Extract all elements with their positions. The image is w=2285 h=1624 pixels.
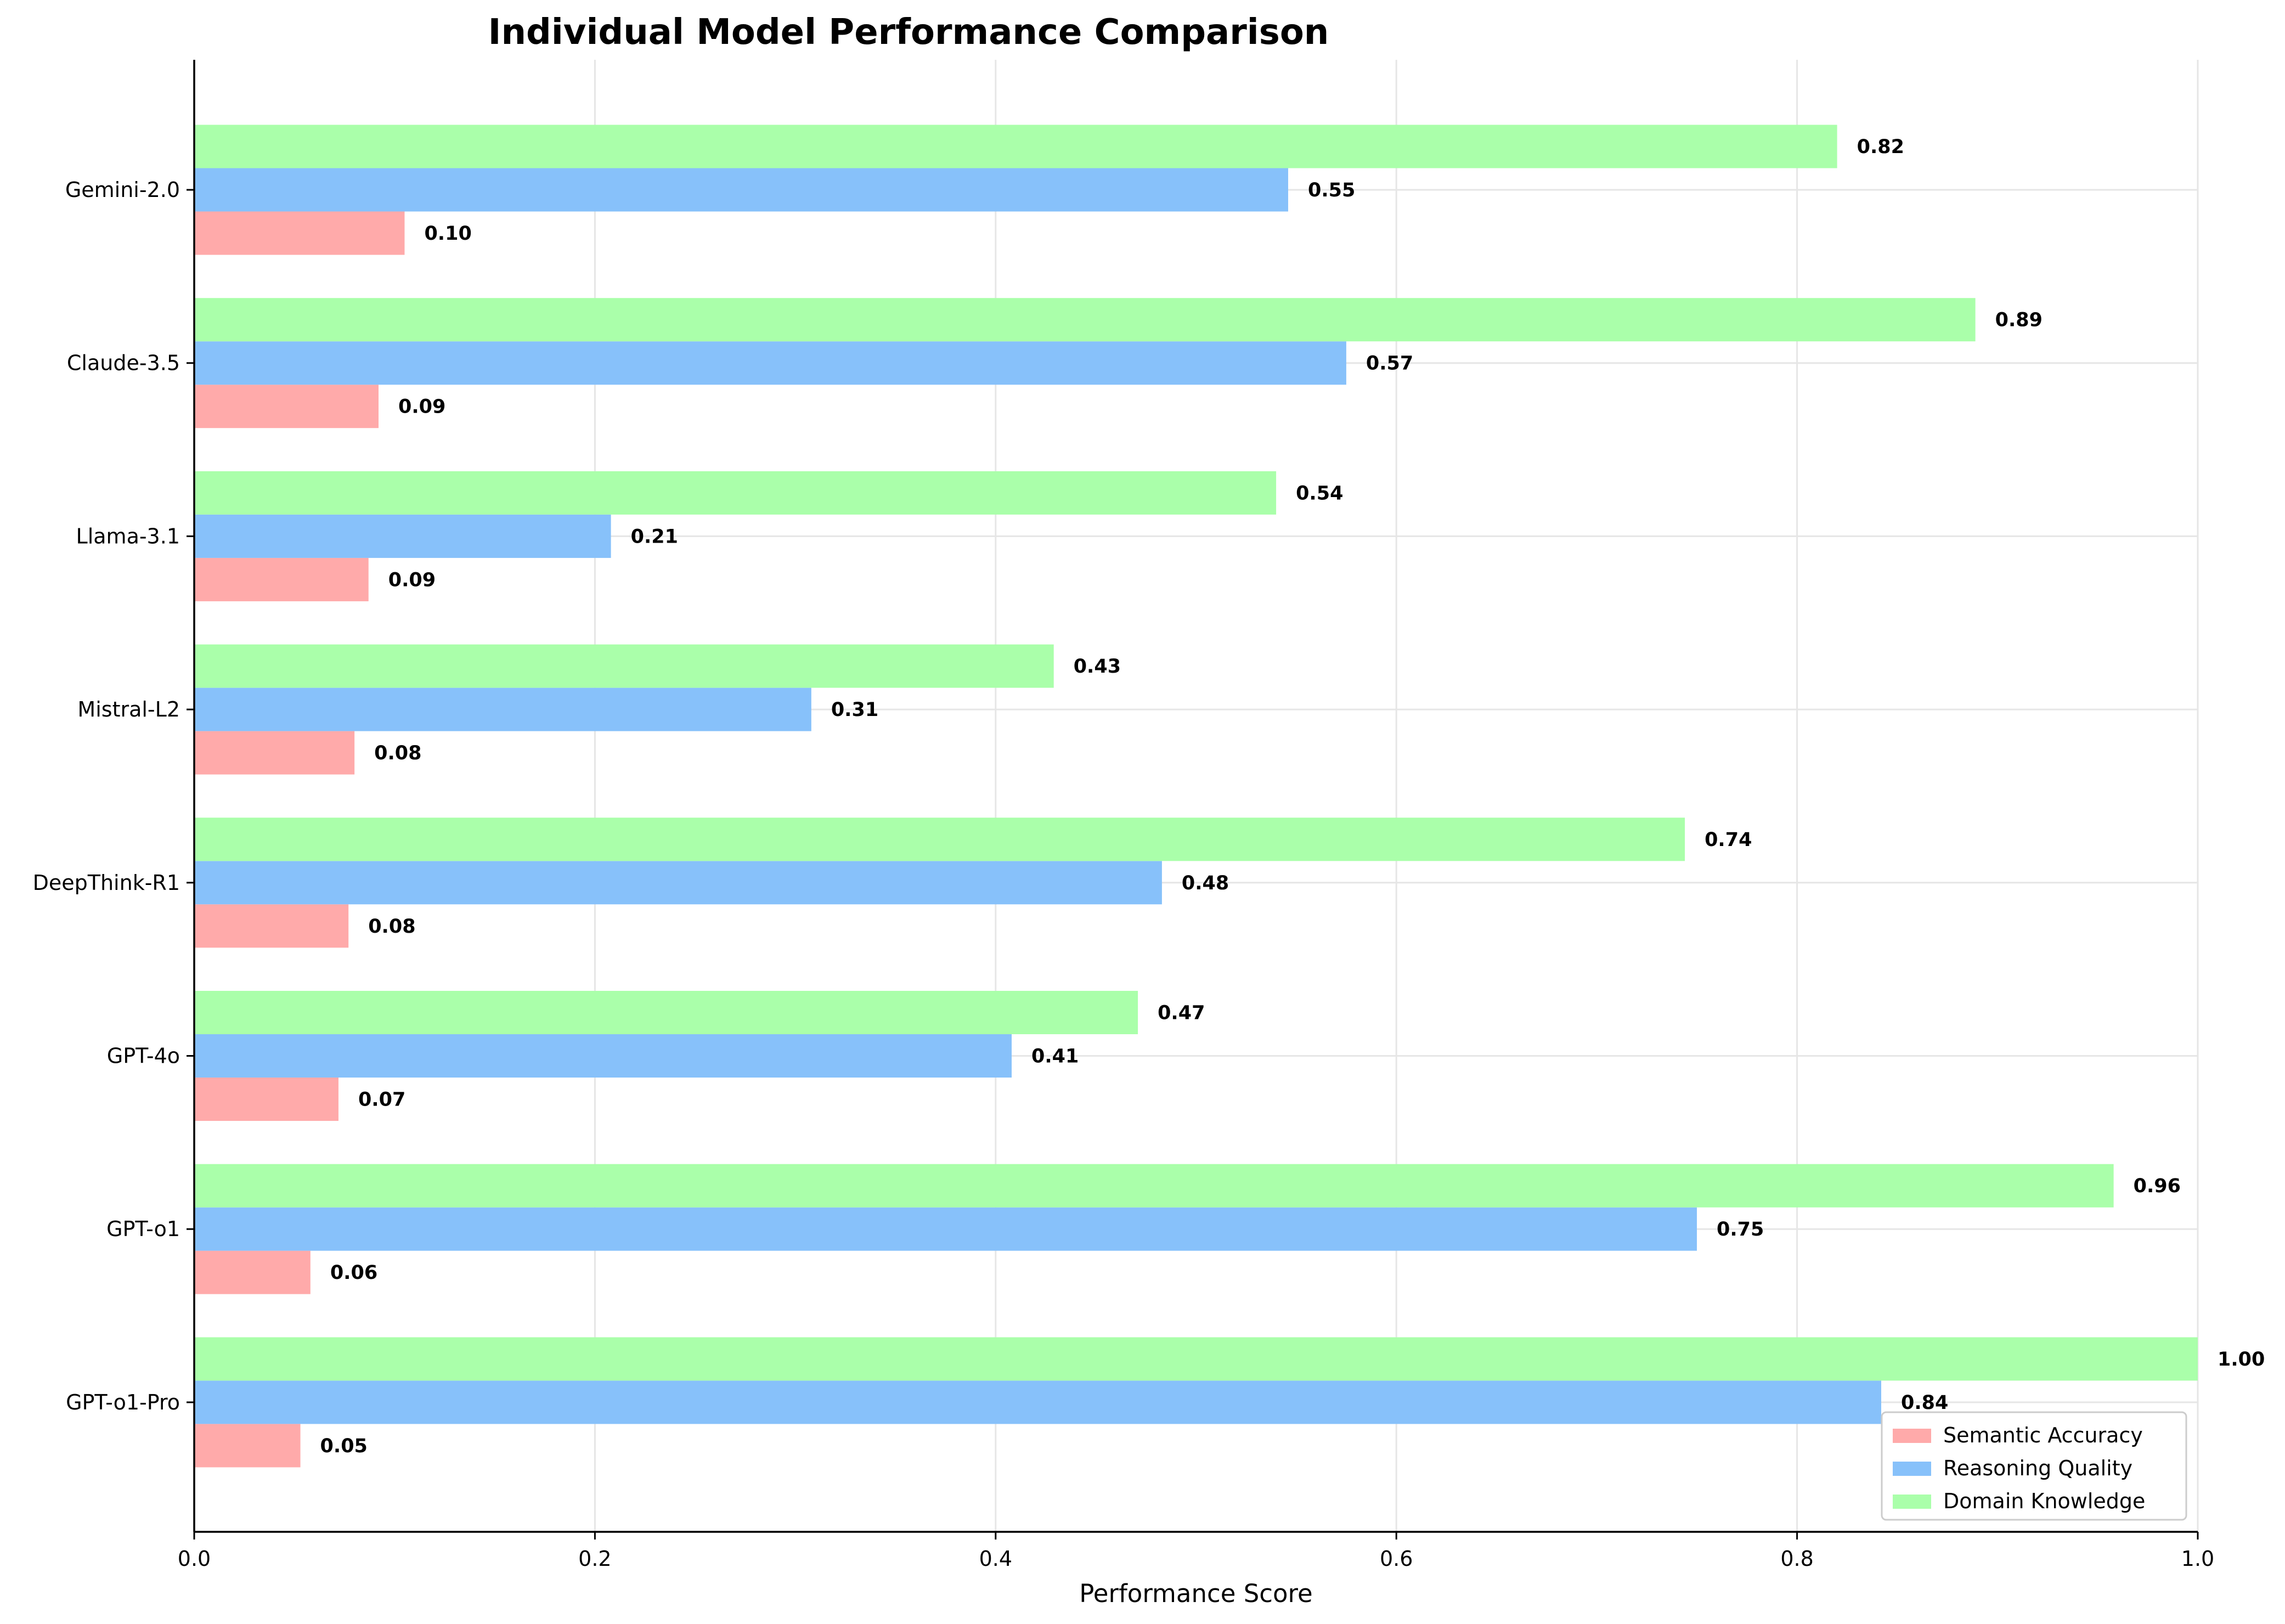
legend: Semantic Accuracy Reasoning Quality Domain… xyxy=(1881,1411,2187,1521)
value-label-domain-knowledge-llama-3-1: 0.54 xyxy=(1296,482,1343,504)
x-tick-label: 0.2 xyxy=(578,1547,611,1571)
legend-label-semantic-accuracy: Semantic Accuracy xyxy=(1943,1423,2143,1447)
legend-label-domain-knowledge: Domain Knowledge xyxy=(1943,1489,2145,1513)
bar-reasoning-quality-deepthink-r1 xyxy=(194,861,1162,905)
y-tick-label-gpt-4o: GPT-4o xyxy=(107,1044,180,1068)
y-tick-label-llama-3-1: Llama-3.1 xyxy=(76,524,180,548)
value-label-reasoning-quality-gpt-o1-pro: 0.84 xyxy=(1901,1392,1948,1414)
bar-domain-knowledge-gpt-o1-pro xyxy=(194,1337,2198,1381)
x-tick-label: 1.0 xyxy=(2181,1547,2214,1571)
value-label-semantic-accuracy-llama-3-1: 0.09 xyxy=(388,569,436,591)
bar-reasoning-quality-gpt-o1 xyxy=(194,1207,1697,1251)
value-label-domain-knowledge-claude-3-5: 0.89 xyxy=(1995,309,2043,331)
bar-reasoning-quality-gpt-4o xyxy=(194,1034,1012,1078)
bar-semantic-accuracy-gpt-4o xyxy=(194,1078,338,1121)
bar-semantic-accuracy-mistral-l2 xyxy=(194,731,355,775)
legend-box xyxy=(1881,1411,2187,1521)
bar-domain-knowledge-mistral-l2 xyxy=(194,644,1054,688)
bar-reasoning-quality-gpt-o1-pro xyxy=(194,1380,1881,1424)
bar-semantic-accuracy-gemini-2-0 xyxy=(194,211,405,255)
x-tick-labels: 0.0 0.2 0.4 0.6 0.8 1.0 xyxy=(178,1547,2214,1571)
value-labels: 0.10 0.09 0.09 0.08 0.08 0.07 0.06 0.05 0.55 0.57… xyxy=(320,136,2265,1457)
bar-semantic-accuracy-claude-3-5 xyxy=(194,385,379,428)
value-label-reasoning-quality-mistral-l2: 0.31 xyxy=(831,699,878,721)
y-tick-label-gemini-2-0: Gemini-2.0 xyxy=(65,178,180,202)
value-label-semantic-accuracy-gemini-2-0: 0.10 xyxy=(424,223,471,245)
bar-domain-knowledge-llama-3-1 xyxy=(194,471,1277,515)
bar-domain-knowledge-gemini-2-0 xyxy=(194,125,1837,168)
value-label-reasoning-quality-gpt-o1: 0.75 xyxy=(1717,1219,1764,1240)
value-label-semantic-accuracy-claude-3-5: 0.09 xyxy=(398,396,445,418)
x-tick-label: 0.8 xyxy=(1780,1547,1813,1571)
bar-semantic-accuracy-gpt-o1-pro xyxy=(194,1424,301,1468)
bar-domain-knowledge-deepthink-r1 xyxy=(194,817,1685,861)
bar-semantic-accuracy-llama-3-1 xyxy=(194,557,369,601)
legend-swatch-reasoning-quality xyxy=(1893,1462,1931,1476)
value-label-domain-knowledge-gpt-o1-pro: 1.00 xyxy=(2218,1349,2265,1371)
y-tick-label-gpt-o1-pro: GPT-o1-Pro xyxy=(66,1390,180,1414)
bars xyxy=(194,125,2198,1468)
y-tick-label-deepthink-r1: DeepThink-R1 xyxy=(33,871,180,895)
x-axis-label: Performance Score xyxy=(1079,1579,1313,1608)
bar-semantic-accuracy-deepthink-r1 xyxy=(194,904,349,948)
bar-reasoning-quality-mistral-l2 xyxy=(194,687,811,731)
value-label-reasoning-quality-deepthink-r1: 0.48 xyxy=(1182,872,1229,894)
value-label-reasoning-quality-llama-3-1: 0.21 xyxy=(631,526,678,548)
value-label-domain-knowledge-gpt-o1: 0.96 xyxy=(2134,1175,2181,1197)
value-label-reasoning-quality-gemini-2-0: 0.55 xyxy=(1308,179,1355,201)
legend-swatch-domain-knowledge xyxy=(1893,1495,1931,1509)
value-label-semantic-accuracy-deepthink-r1: 0.08 xyxy=(368,916,415,938)
value-label-domain-knowledge-gemini-2-0: 0.82 xyxy=(1857,136,1904,158)
bar-reasoning-quality-gemini-2-0 xyxy=(194,168,1288,212)
value-label-reasoning-quality-gpt-4o: 0.41 xyxy=(1031,1046,1079,1068)
chart-title: Individual Model Performance Comparison xyxy=(488,12,1329,53)
bar-domain-knowledge-claude-3-5 xyxy=(194,298,1976,342)
x-tick-label: 0.0 xyxy=(178,1547,211,1571)
value-label-reasoning-quality-claude-3-5: 0.57 xyxy=(1366,353,1413,375)
value-label-domain-knowledge-gpt-4o: 0.47 xyxy=(1158,1002,1205,1024)
x-tick-label: 0.4 xyxy=(979,1547,1012,1571)
bar-domain-knowledge-gpt-4o xyxy=(194,991,1138,1034)
axes xyxy=(187,60,2199,1540)
y-tick-labels: Gemini-2.0 Claude-3.5 Llama-3.1 Mistral-L2 D… xyxy=(33,178,180,1414)
legend-swatch-semantic-accuracy xyxy=(1893,1429,1931,1443)
y-tick-label-mistral-l2: Mistral-L2 xyxy=(77,697,180,721)
y-tick-label-gpt-o1: GPT-o1 xyxy=(106,1217,180,1241)
value-label-domain-knowledge-mistral-l2: 0.43 xyxy=(1074,656,1121,678)
x-tick-label: 0.6 xyxy=(1380,1547,1413,1571)
y-tick-label-claude-3-5: Claude-3.5 xyxy=(67,351,180,375)
bar-reasoning-quality-llama-3-1 xyxy=(194,514,611,558)
bar-reasoning-quality-claude-3-5 xyxy=(194,341,1346,385)
value-label-semantic-accuracy-mistral-l2: 0.08 xyxy=(374,742,421,764)
value-label-semantic-accuracy-gpt-4o: 0.07 xyxy=(358,1089,405,1111)
bar-semantic-accuracy-gpt-o1 xyxy=(194,1250,311,1294)
legend-label-reasoning-quality: Reasoning Quality xyxy=(1943,1456,2132,1480)
grid xyxy=(193,60,2199,1532)
bar-domain-knowledge-gpt-o1 xyxy=(194,1164,2114,1208)
value-label-semantic-accuracy-gpt-o1-pro: 0.05 xyxy=(320,1435,368,1457)
value-label-semantic-accuracy-gpt-o1: 0.06 xyxy=(330,1262,377,1284)
value-label-domain-knowledge-deepthink-r1: 0.74 xyxy=(1705,829,1752,851)
